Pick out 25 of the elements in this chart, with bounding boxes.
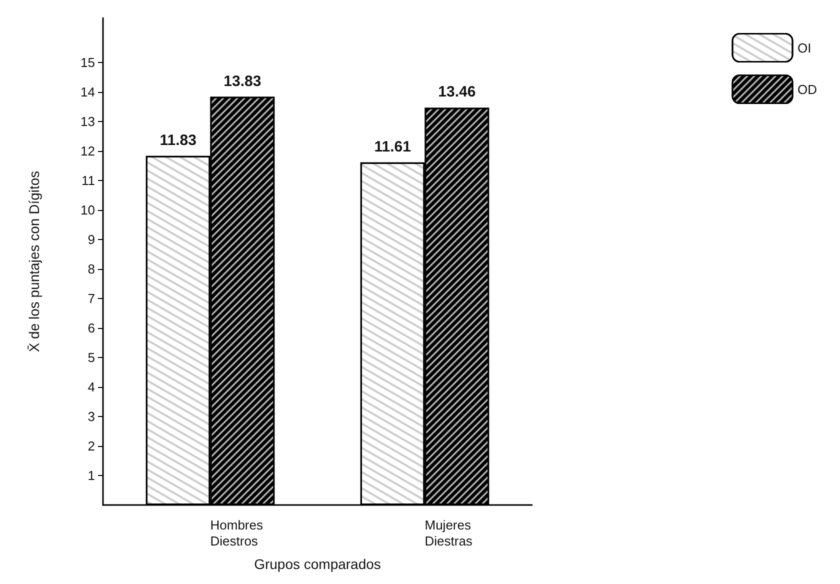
y-tick-label: 14: [80, 84, 95, 100]
legend-label: OD: [798, 82, 817, 97]
x-tick-label: Hombres Diestros: [210, 518, 264, 548]
data-label: 11.83: [160, 132, 196, 149]
y-tick-label: 3: [88, 408, 95, 424]
y-tick-label: 13: [80, 114, 95, 129]
y-tick-label: 15: [80, 54, 95, 70]
y-tick-label: 5: [88, 350, 95, 365]
y-tick-label: 8: [88, 261, 95, 276]
data-label: 13.83: [224, 72, 262, 90]
y-tick-label: 4: [88, 379, 95, 394]
y-tick-label: 7: [88, 290, 95, 306]
y-tick-label: 9: [88, 232, 95, 247]
x-axis-title: Grupos comparados: [254, 556, 381, 572]
y-tick-label: 1: [88, 468, 95, 483]
y-tick-label: 10: [80, 202, 95, 218]
y-tick-label: 12: [80, 143, 95, 158]
y-axis-title: X̄ de los puntajes con Dígitos: [26, 170, 42, 352]
y-tick-label: 6: [88, 320, 95, 336]
y-tick-label: 11: [82, 172, 95, 188]
legend-label: OI: [798, 40, 812, 56]
data-label: 13.46: [438, 84, 476, 101]
y-tick-label: 2: [88, 438, 95, 454]
x-tick-label: Mujeres Diestras: [424, 518, 473, 548]
data-label: 11.61: [374, 138, 411, 156]
